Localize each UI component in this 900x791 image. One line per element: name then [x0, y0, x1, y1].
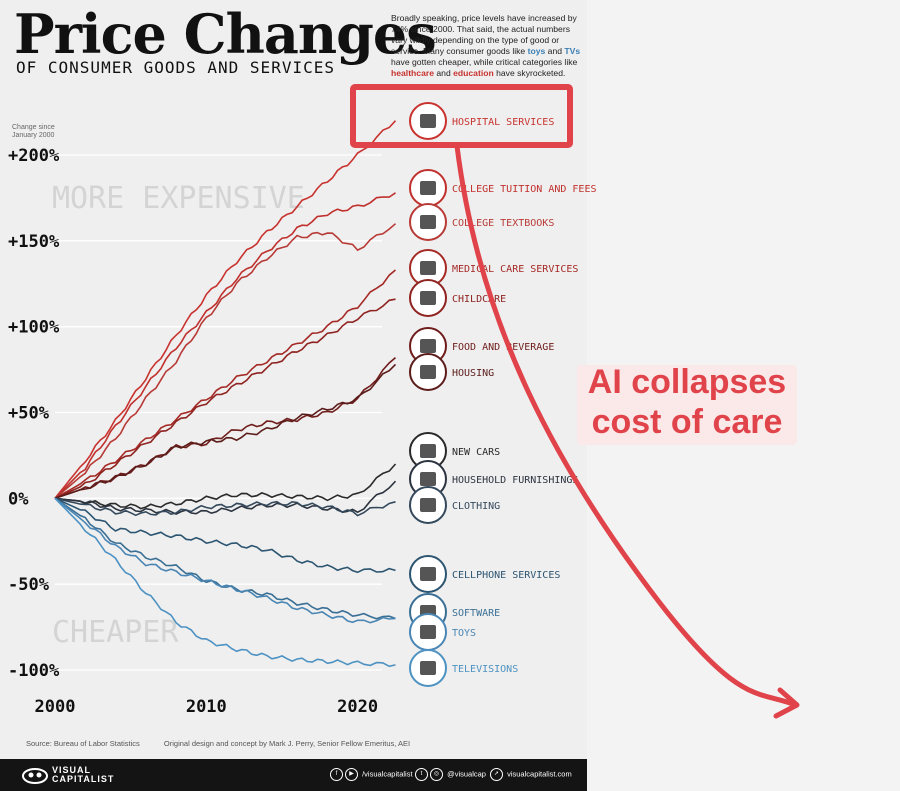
y-tick-label: -100%: [8, 661, 60, 681]
youtube-icon[interactable]: ▶: [345, 768, 358, 781]
highlight-word: healthcare: [391, 68, 434, 78]
twitter-icon[interactable]: t: [415, 768, 428, 781]
intro-paragraph: Broadly speaking, price levels have incr…: [391, 13, 581, 79]
annotation-line-2: cost of care: [591, 403, 783, 441]
x-tick-label: 2020: [337, 697, 378, 717]
series-label: HOSPITAL SERVICES: [452, 117, 554, 128]
series-label: CHILDCARE: [452, 294, 506, 305]
highlight-box: [350, 84, 573, 148]
series-label: HOUSEHOLD FURNISHINGS: [452, 475, 578, 486]
series-label: HOUSING: [452, 368, 494, 379]
footnote: Source: Bureau of Labor Statistics Origi…: [26, 739, 432, 748]
series-label: MEDICAL CARE SERVICES: [452, 264, 578, 275]
region-label-cheaper: CHEAPER: [52, 615, 179, 650]
series-line: [54, 463, 397, 510]
social-website[interactable]: ➚ visualcapitalist.com: [490, 768, 572, 781]
food-icon: [420, 339, 436, 353]
visual-capitalist-logo-icon: [22, 768, 48, 784]
arrow-head-icon: [773, 687, 800, 719]
y-tick-label: -50%: [8, 575, 50, 595]
brand-name: VISUAL CAPITALIST: [52, 765, 115, 784]
tv-icon: [420, 661, 436, 675]
stroller-icon: [420, 291, 436, 305]
series-label: CELLPHONE SERVICES: [452, 570, 560, 581]
social-facebook-youtube[interactable]: f ▶ /visualcapitalist: [330, 768, 413, 781]
social-handle[interactable]: /visualcapitalist: [362, 769, 413, 779]
facebook-icon[interactable]: f: [330, 768, 343, 781]
y-tick-label: +150%: [8, 232, 60, 252]
page-subtitle: OF CONSUMER GOODS AND SERVICES: [16, 58, 335, 77]
y-tick-label: +200%: [8, 146, 60, 166]
footer-bar: VISUAL CAPITALIST f ▶ /visualcapitalist t…: [0, 759, 587, 791]
series-line: [54, 223, 397, 499]
y-tick-label: +50%: [8, 404, 50, 424]
y-tick-label: 0%: [8, 489, 29, 509]
series-line: [54, 497, 396, 624]
intro-text: Broadly speaking, price levels have incr…: [391, 13, 577, 56]
series-line: [54, 497, 396, 620]
annotation-box: [577, 365, 797, 445]
series-label: FOOD AND BEVERAGE: [452, 342, 554, 353]
series-line: [54, 480, 397, 515]
series-label: TOYS: [452, 628, 476, 639]
source-note: Source: Bureau of Labor Statistics: [26, 739, 140, 748]
book-icon: [420, 215, 436, 229]
cellphone-icon: [420, 567, 436, 581]
website-link[interactable]: visualcapitalist.com: [507, 769, 572, 779]
y-axis-label: Change since: [12, 124, 55, 131]
series-label: COLLEGE TUITION AND FEES: [452, 184, 597, 195]
credit-note: Original design and concept by Mark J. P…: [163, 739, 411, 748]
house-icon: [420, 365, 436, 379]
series-label: SOFTWARE: [452, 608, 500, 619]
series-label: COLLEGE TEXTBOOKS: [452, 218, 554, 229]
cursor-icon[interactable]: ➚: [490, 768, 503, 781]
series-line: [54, 363, 397, 500]
medical-kit-icon: [420, 261, 436, 275]
annotation-line-1: AI collapses: [587, 363, 787, 401]
series-line: [54, 298, 396, 500]
series-line: [54, 120, 397, 499]
annotation-text: AI collapses cost of care: [577, 362, 797, 442]
shirt-icon: [420, 498, 436, 512]
infographic-poster: [0, 0, 587, 791]
graduation-cap-icon: [420, 181, 436, 195]
region-label-more-expensive: MORE EXPENSIVE: [52, 181, 305, 216]
y-tick-label: +100%: [8, 318, 60, 338]
instagram-icon[interactable]: ◎: [430, 768, 443, 781]
intro-text: and: [545, 46, 565, 56]
page-title: Price Changes: [14, 2, 437, 66]
series-label: TELEVISIONS: [452, 664, 518, 675]
y-axis-label: January 2000: [12, 132, 55, 139]
social-twitter-instagram[interactable]: t ◎ @visualcap: [415, 768, 486, 781]
series-line: [54, 497, 396, 517]
intro-text: have gotten cheaper, while critical cate…: [391, 57, 578, 67]
series-line: [54, 269, 397, 499]
toy-icon: [420, 625, 436, 639]
highlight-word: toys: [527, 46, 546, 56]
series-label: NEW CARS: [452, 447, 500, 458]
car-icon: [420, 444, 436, 458]
x-tick-label: 2000: [35, 697, 76, 717]
highlight-word: education: [453, 68, 494, 78]
x-tick-label: 2010: [186, 697, 227, 717]
hospital-icon: [420, 114, 436, 128]
trend-arrow: [454, 143, 798, 708]
series-line: [54, 497, 396, 668]
sofa-icon: [420, 472, 436, 486]
series-line: [54, 497, 396, 574]
intro-text: have skyrocketed.: [493, 68, 566, 78]
series-line: [54, 192, 396, 499]
series-label: CLOTHING: [452, 501, 500, 512]
highlight-word: TVs: [564, 46, 581, 56]
intro-text: and: [434, 68, 454, 78]
series-line: [54, 356, 397, 500]
social-handle[interactable]: @visualcap: [447, 769, 486, 779]
